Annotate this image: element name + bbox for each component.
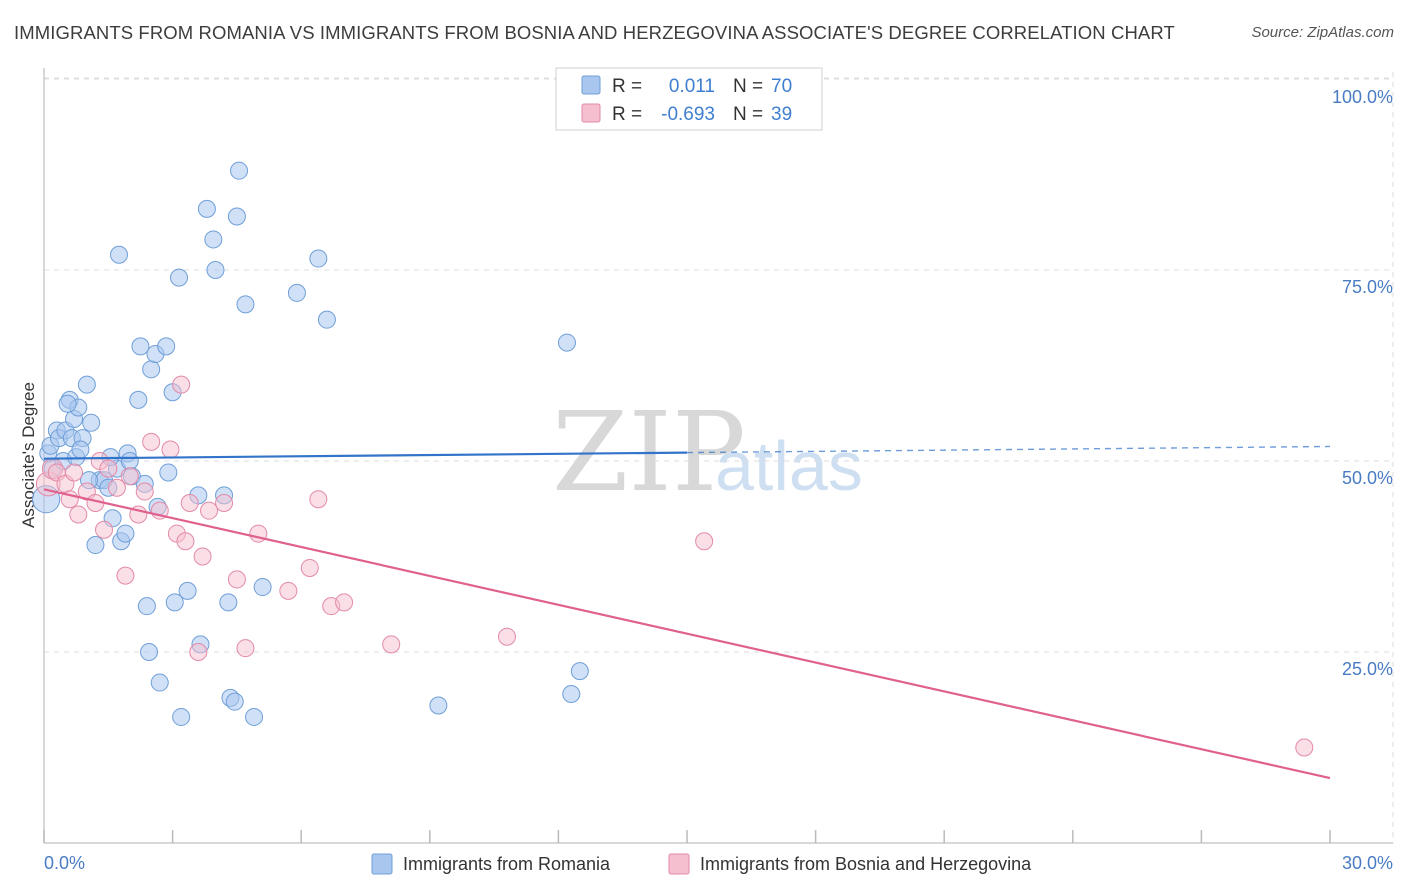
romania-point-26 (120, 452, 139, 470)
bottom-legend-swatch-bosnia (668, 853, 690, 875)
bosnia-point-6 (69, 505, 88, 524)
romania-point-14 (77, 375, 96, 394)
bosnia-point-21 (172, 375, 191, 394)
top-legend-n-value-bosnia: 39 (771, 104, 792, 125)
romania-point-59 (317, 310, 336, 329)
y-tick-label-50: 50.0% (1342, 468, 1393, 488)
bosnia-point-36 (382, 635, 401, 654)
romania-point-47 (206, 261, 225, 279)
romania-point-40 (170, 268, 189, 287)
bosnia-point-27 (215, 494, 234, 513)
bosnia-point-31 (279, 581, 298, 600)
chart-title: IMMIGRANTS FROM ROMANIA VS IMMIGRANTS FR… (14, 22, 1175, 43)
romania-point-51 (225, 692, 244, 711)
romania-point-58 (309, 249, 328, 268)
bosnia-point-33 (309, 490, 328, 509)
top-legend-swatch-bosnia (581, 103, 601, 123)
romania-point-60 (429, 696, 448, 715)
bosnia-point-10 (95, 520, 114, 539)
romania-point-65 (58, 394, 77, 413)
romania-point-32 (140, 643, 159, 661)
romania-point-63 (570, 662, 589, 681)
romania-point-55 (245, 707, 264, 726)
romania-point-36 (150, 673, 169, 692)
top-legend-n-label-romania: N = (733, 76, 763, 97)
top-legend-r-label-bosnia: R = (612, 104, 642, 125)
bosnia-point-5 (65, 463, 84, 482)
bottom-legend-label-bosnia: Immigrants from Bosnia and Herzegovina (700, 854, 1032, 874)
bottom-legend: Immigrants from Romania Immigrants from … (371, 853, 1032, 875)
watermark-atlas: atlas (715, 427, 863, 505)
ticks (43, 830, 1331, 843)
bosnia-point-16 (135, 482, 154, 501)
top-legend: R = 0.011 N = 70 R = -0.693 N = 39 (555, 67, 823, 131)
top-legend-r-value-romania: 0.011 (669, 76, 715, 97)
romania-point-31 (137, 597, 156, 616)
bosnia-point-11 (99, 459, 118, 478)
y-tick-label-75: 75.0% (1342, 277, 1393, 297)
romania-trend-line (43, 451, 688, 460)
top-legend-n-label-bosnia: N = (733, 104, 763, 125)
romania-point-22 (110, 245, 129, 264)
bosnia-point-24 (189, 643, 208, 661)
romania-point-16 (86, 536, 105, 555)
y-tick-label-25: 25.0% (1342, 659, 1393, 679)
series-romania-points (32, 112, 701, 726)
top-legend-r-label-romania: R = (612, 76, 642, 97)
bosnia-point-29 (236, 639, 255, 658)
bottom-legend-label-romania: Immigrants from Romania (403, 854, 611, 874)
top-legend-r-value-bosnia: -0.693 (661, 104, 715, 125)
romania-point-67 (71, 440, 90, 459)
bosnia-point-13 (116, 566, 135, 585)
romania-point-42 (178, 581, 197, 600)
romania-point-39 (165, 593, 184, 612)
romania-point-53 (230, 161, 249, 180)
romania-point-54 (236, 295, 255, 314)
romania-point-46 (204, 230, 223, 249)
x-tick-label-max: 30.0% (1342, 853, 1393, 873)
bosnia-point-35 (335, 593, 354, 612)
top-legend-n-value-romania: 70 (771, 76, 792, 97)
bosnia-point-19 (161, 440, 180, 459)
bosnia-point-38 (695, 532, 714, 551)
trend-lines (43, 445, 1331, 780)
romania-point-56 (253, 578, 272, 597)
bosnia-point-23 (180, 494, 199, 513)
romania-point-41 (172, 707, 191, 726)
romania-point-62 (562, 685, 581, 704)
bosnia-point-39 (1295, 738, 1314, 757)
romania-point-28 (129, 390, 148, 409)
romania-point-15 (82, 413, 101, 432)
bosnia-point-14 (120, 467, 139, 486)
bosnia-point-22 (176, 532, 195, 551)
y-axis-label: Associate's Degree (19, 382, 38, 528)
source-label: Source: ZipAtlas.com (1251, 24, 1394, 41)
bosnia-point-28 (227, 570, 246, 589)
bosnia-point-26 (200, 501, 219, 520)
bosnia-point-12 (107, 478, 126, 497)
romania-trend-extension (686, 445, 1331, 454)
romania-point-61 (557, 333, 576, 352)
series-bosnia-points (35, 375, 1314, 757)
bosnia-point-17 (142, 432, 161, 451)
y-tick-label-100: 100.0% (1332, 87, 1393, 107)
romania-point-37 (157, 337, 176, 356)
bosnia-point-25 (193, 547, 212, 566)
bottom-legend-swatch-romania (371, 853, 393, 875)
top-legend-swatch-romania (581, 75, 601, 95)
romania-point-57 (287, 283, 306, 302)
romania-point-45 (197, 199, 216, 218)
romania-point-33 (142, 360, 161, 379)
romania-point-68 (159, 463, 178, 482)
bosnia-point-37 (497, 627, 516, 646)
romania-point-52 (227, 207, 246, 226)
romania-point-49 (219, 593, 238, 612)
romania-point-24 (116, 524, 135, 543)
bosnia-trend-line (43, 488, 1331, 780)
romania-point-29 (131, 337, 150, 356)
x-tick-label-min: 0.0% (44, 853, 85, 873)
bosnia-point-32 (300, 558, 319, 577)
